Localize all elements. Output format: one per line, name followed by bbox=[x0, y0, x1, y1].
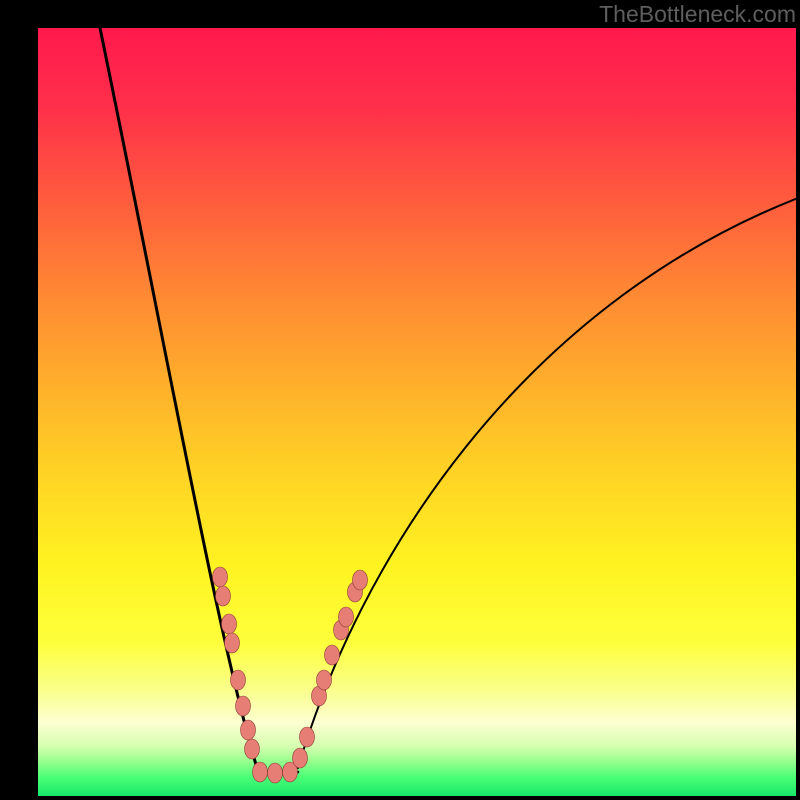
data-marker bbox=[216, 586, 231, 606]
data-marker bbox=[339, 607, 354, 627]
data-marker bbox=[300, 727, 315, 747]
data-marker bbox=[293, 748, 308, 768]
data-marker bbox=[253, 762, 268, 782]
data-marker bbox=[236, 696, 251, 716]
data-marker bbox=[231, 670, 246, 690]
data-marker bbox=[245, 739, 260, 759]
watermark-text: TheBottleneck.com bbox=[599, 0, 800, 28]
gradient-background bbox=[38, 28, 796, 796]
chart-svg bbox=[38, 28, 796, 796]
data-marker bbox=[241, 720, 256, 740]
data-marker bbox=[268, 763, 283, 783]
data-marker bbox=[222, 614, 237, 634]
data-marker bbox=[353, 570, 368, 590]
plot-area bbox=[38, 28, 796, 796]
chart-frame: TheBottleneck.com bbox=[0, 0, 800, 800]
data-marker bbox=[317, 670, 332, 690]
data-marker bbox=[325, 645, 340, 665]
data-marker bbox=[225, 633, 240, 653]
data-marker bbox=[213, 567, 228, 587]
